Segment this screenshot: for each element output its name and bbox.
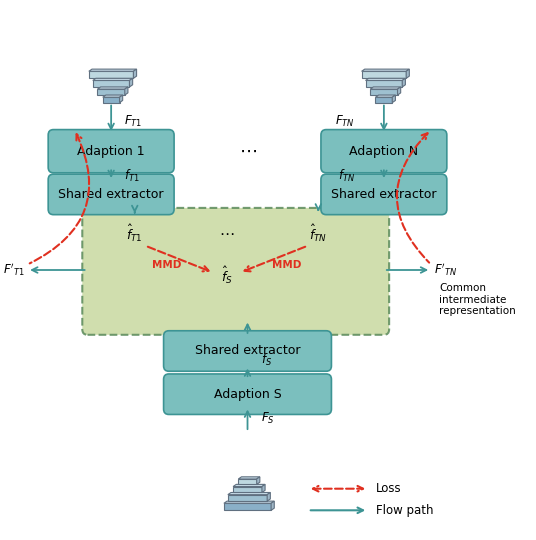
FancyBboxPatch shape — [163, 374, 331, 415]
Text: $f_{T1}$: $f_{T1}$ — [124, 167, 140, 184]
FancyBboxPatch shape — [233, 487, 262, 492]
Polygon shape — [257, 477, 260, 484]
Polygon shape — [130, 78, 132, 87]
Polygon shape — [89, 69, 137, 71]
FancyBboxPatch shape — [83, 208, 389, 335]
Text: Loss: Loss — [376, 482, 401, 495]
Text: MMD: MMD — [152, 260, 181, 269]
FancyBboxPatch shape — [362, 71, 406, 78]
FancyBboxPatch shape — [376, 97, 392, 103]
Text: $f_{TN}$: $f_{TN}$ — [338, 167, 355, 184]
Text: $F_S$: $F_S$ — [260, 411, 274, 426]
Text: $F_{T1}$: $F_{T1}$ — [124, 114, 143, 129]
Polygon shape — [406, 69, 410, 78]
Polygon shape — [98, 87, 128, 89]
Polygon shape — [133, 69, 137, 78]
Polygon shape — [398, 87, 401, 95]
Polygon shape — [103, 95, 123, 97]
FancyBboxPatch shape — [224, 503, 271, 510]
Polygon shape — [376, 95, 396, 97]
FancyBboxPatch shape — [321, 174, 447, 214]
Text: $F_{TN}$: $F_{TN}$ — [336, 114, 355, 129]
FancyBboxPatch shape — [48, 130, 174, 173]
Polygon shape — [233, 484, 265, 487]
Text: $\hat{f}_{T1}$: $\hat{f}_{T1}$ — [126, 223, 143, 245]
Polygon shape — [120, 95, 123, 103]
FancyBboxPatch shape — [103, 97, 120, 103]
Polygon shape — [362, 69, 410, 71]
Polygon shape — [224, 501, 274, 503]
FancyBboxPatch shape — [98, 89, 125, 95]
Polygon shape — [239, 477, 260, 479]
Text: $\hat{f}_S$: $\hat{f}_S$ — [221, 265, 233, 286]
Polygon shape — [267, 492, 270, 501]
FancyBboxPatch shape — [370, 89, 398, 95]
Text: $F'_{TN}$: $F'_{TN}$ — [434, 262, 457, 278]
FancyBboxPatch shape — [163, 330, 331, 372]
FancyBboxPatch shape — [239, 479, 257, 484]
Polygon shape — [271, 501, 274, 510]
Polygon shape — [392, 95, 396, 103]
Text: Shared extractor: Shared extractor — [331, 188, 437, 201]
Text: Adaption 1: Adaption 1 — [77, 145, 145, 158]
Text: $f_S$: $f_S$ — [260, 352, 272, 368]
Text: Adaption S: Adaption S — [214, 388, 281, 401]
Text: MMD: MMD — [272, 260, 302, 269]
FancyBboxPatch shape — [89, 71, 133, 78]
FancyBboxPatch shape — [228, 495, 267, 501]
Polygon shape — [228, 492, 270, 495]
Text: Flow path: Flow path — [376, 504, 434, 517]
Polygon shape — [125, 87, 128, 95]
Text: $\hat{f}_{TN}$: $\hat{f}_{TN}$ — [309, 223, 327, 245]
Text: $\cdots$: $\cdots$ — [219, 225, 234, 240]
FancyBboxPatch shape — [48, 174, 174, 214]
Polygon shape — [366, 78, 405, 80]
Text: Shared extractor: Shared extractor — [58, 188, 164, 201]
Polygon shape — [402, 78, 405, 87]
FancyBboxPatch shape — [321, 130, 447, 173]
Polygon shape — [262, 484, 265, 492]
FancyBboxPatch shape — [93, 80, 130, 87]
FancyBboxPatch shape — [366, 80, 402, 87]
Polygon shape — [370, 87, 401, 89]
Text: Shared extractor: Shared extractor — [195, 345, 300, 357]
Text: $\cdots$: $\cdots$ — [239, 142, 257, 160]
Text: Common
intermediate
representation: Common intermediate representation — [439, 283, 516, 316]
Polygon shape — [93, 78, 132, 80]
Text: Adaption N: Adaption N — [349, 145, 419, 158]
Text: $F'_{T1}$: $F'_{T1}$ — [3, 262, 25, 278]
